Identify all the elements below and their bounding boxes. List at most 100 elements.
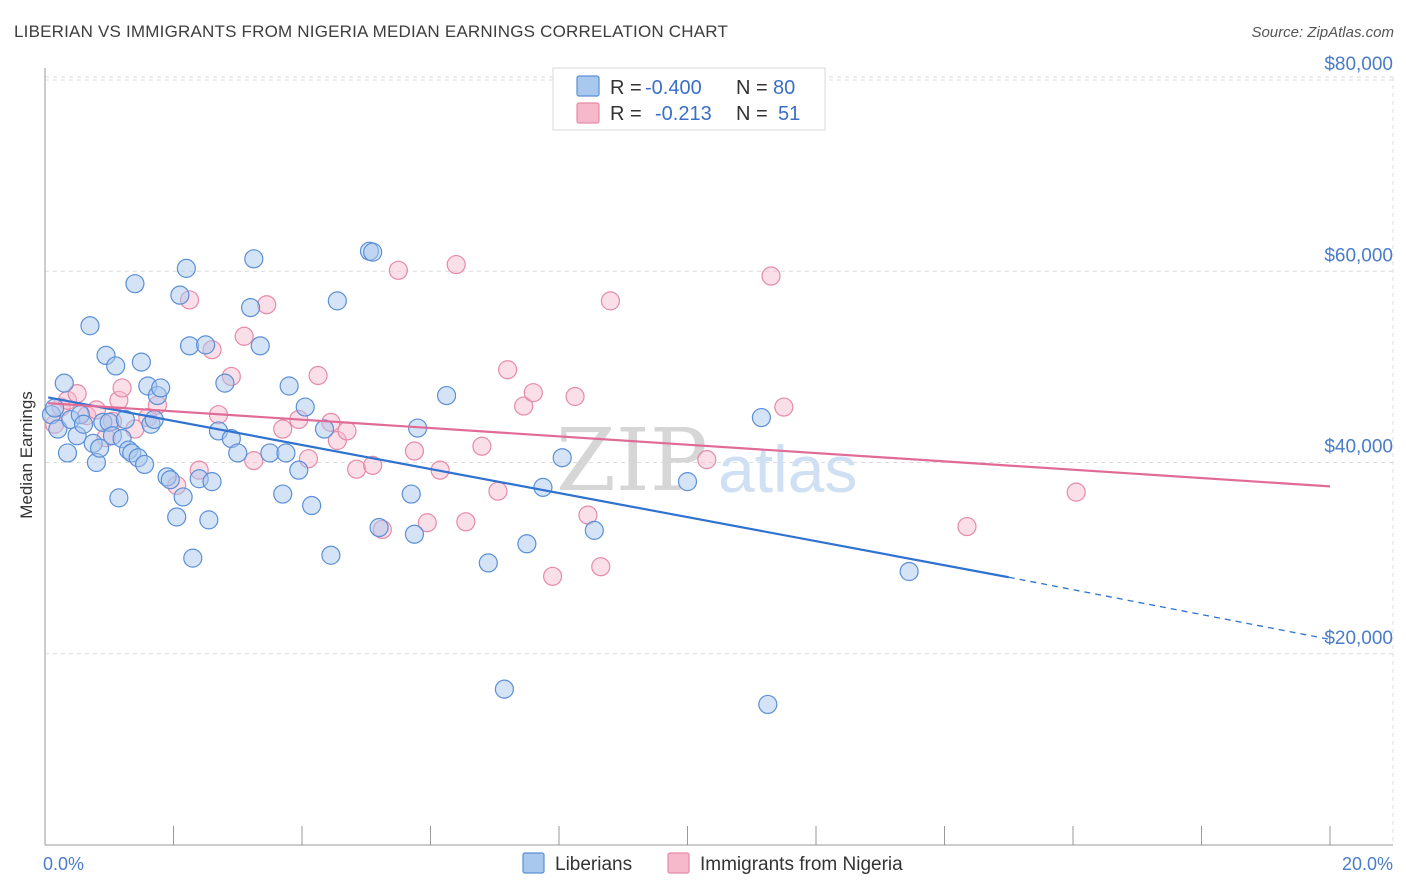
chart-title: LIBERIAN VS IMMIGRANTS FROM NIGERIA MEDI… (14, 22, 729, 41)
liberians-point (125, 274, 145, 294)
liberians-point (244, 249, 264, 269)
liberians-point (436, 385, 457, 406)
x-tick-labels: 0.0% 20.0% (43, 854, 1393, 874)
liberians-point (899, 561, 919, 582)
y-tick-label-60000: $60,000 (1324, 245, 1393, 266)
nigeria-trend-line (48, 402, 1331, 488)
nigeria-point (273, 419, 293, 439)
nigeria-point (388, 260, 408, 280)
bottom-legend-label-liberians: Liberians (555, 854, 632, 875)
liberians-point (199, 510, 219, 530)
liberians-point (167, 507, 187, 527)
nigeria-point (404, 441, 425, 461)
nigeria-point (498, 360, 518, 380)
liberians-point (517, 534, 537, 554)
liberians-point (584, 520, 604, 540)
nigeria-point (112, 378, 132, 398)
nigeria-point (347, 459, 367, 479)
legend-r-value-1: -0.400 (645, 77, 702, 99)
liberians-point (314, 419, 335, 439)
nigeria-point (591, 557, 611, 577)
top-legend: R = -0.400 N = 80 R = -0.213 N = 51 (552, 67, 826, 131)
liberians-point (677, 472, 698, 492)
liberians-point (478, 553, 498, 573)
legend-n-value-1: 80 (773, 77, 795, 99)
nigeria-point (417, 513, 437, 533)
liberians-point (48, 419, 68, 439)
bottom-legend-swatch-liberians (522, 852, 545, 874)
liberians-point (109, 488, 129, 508)
nigeria-point (542, 566, 563, 586)
legend-r-label-1: R = (610, 77, 642, 99)
legend-r-value-2: -0.213 (655, 103, 712, 125)
liberians-point (134, 454, 155, 475)
nigeria-point (600, 291, 621, 311)
liberians-point (260, 443, 280, 463)
liberians-point (751, 407, 771, 428)
liberians-point (276, 443, 296, 463)
watermark-zip: ZIP (556, 411, 708, 511)
nigeria-point (257, 295, 277, 315)
liberians-point (45, 398, 65, 418)
liberians-point (196, 335, 216, 355)
nigeria-point (761, 266, 781, 286)
liberians-point (289, 460, 309, 480)
bottom-legend-label-nigeria: Immigrants from Nigeria (700, 854, 903, 875)
liberians-point (494, 679, 514, 699)
liberians-point (173, 487, 193, 507)
liberians-point (327, 291, 347, 311)
axes (44, 68, 1393, 846)
liberians-point (106, 356, 126, 376)
nigeria-point (363, 455, 383, 475)
liberians-point (552, 448, 572, 468)
liberians-point (170, 285, 190, 305)
liberians-point (202, 472, 222, 492)
liberians-point (57, 443, 78, 463)
bottom-legend: Liberians Immigrants from Nigeria (522, 852, 903, 875)
liberians-point (533, 477, 553, 497)
legend-swatch-liberians (576, 75, 600, 97)
series-liberians-points (41, 241, 919, 715)
legend-n-label-2: N = (736, 103, 768, 125)
liberians-point (215, 373, 235, 393)
liberians-point (363, 242, 383, 262)
liberians-point (160, 470, 180, 490)
liberians-point (183, 548, 203, 568)
y-tick-label-20000: $20,000 (1324, 628, 1393, 649)
liberians-point (401, 484, 421, 504)
nigeria-point (565, 386, 585, 407)
legend-n-value-2: 51 (778, 103, 800, 125)
liberians-trend-line (48, 396, 1009, 579)
y-tick-labels: $20,000 $40,000 $60,000 $80,000 (1324, 54, 1393, 649)
y-tick-label-80000: $80,000 (1324, 54, 1393, 75)
liberians-point (80, 316, 100, 336)
liberians-point (302, 495, 322, 516)
chart-source: Source: ZipAtlas.com (1251, 24, 1394, 41)
nigeria-point (472, 436, 492, 456)
nigeria-point (957, 516, 977, 537)
nigeria-point (514, 396, 534, 416)
liberians-point (250, 336, 270, 356)
liberians-point (131, 352, 151, 372)
liberians-point (54, 373, 74, 393)
legend-swatch-nigeria (576, 102, 600, 124)
liberians-point (241, 297, 261, 318)
liberians-trend-extension (1008, 576, 1331, 641)
liberians-point (176, 258, 196, 278)
y-tick-label-40000: $40,000 (1324, 437, 1393, 458)
liberians-point (404, 524, 425, 544)
nigeria-point (523, 383, 543, 403)
nigeria-point (109, 390, 129, 410)
x-tick-label-min: 0.0% (43, 854, 84, 874)
watermark-atlas: atlas (718, 432, 857, 506)
liberians-point (273, 484, 293, 504)
nigeria-point (697, 450, 717, 470)
liberians-point (73, 414, 94, 434)
nigeria-point (774, 397, 794, 417)
liberians-point (279, 376, 299, 396)
nigeria-point (308, 365, 328, 386)
nigeria-point (488, 481, 508, 501)
bottom-legend-swatch-nigeria (667, 852, 690, 874)
liberians-point (179, 336, 200, 356)
